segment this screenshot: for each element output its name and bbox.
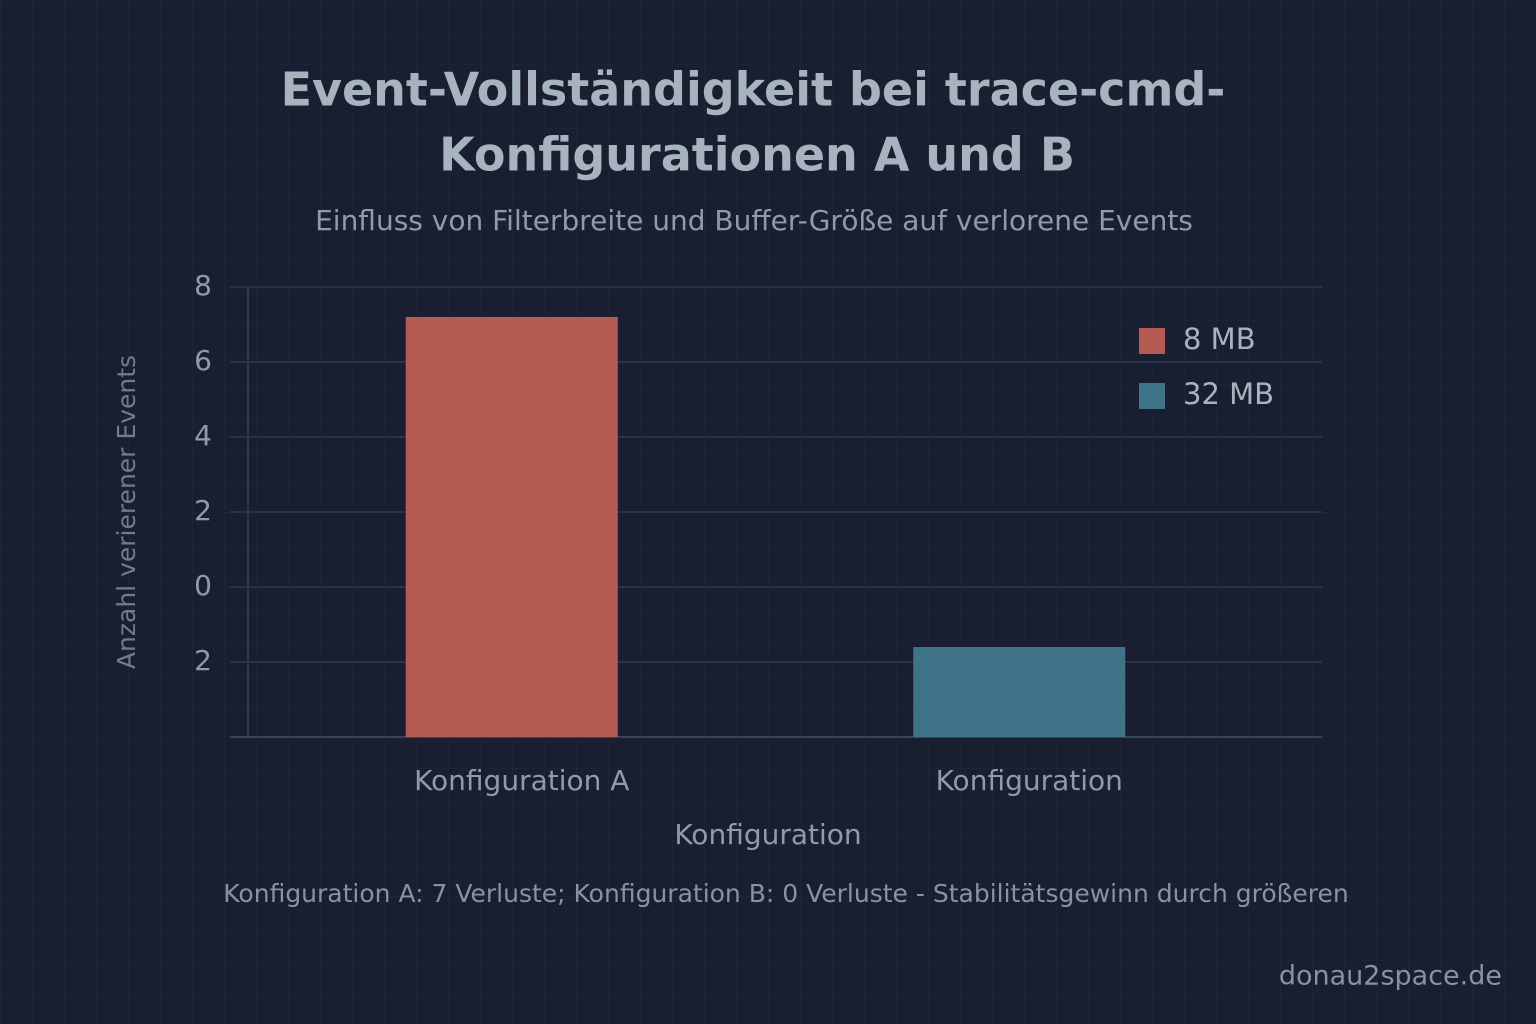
legend-swatch	[1139, 328, 1165, 354]
x-tick-label: Konfiguration	[936, 764, 1123, 797]
x-tick-label: Konfiguration A	[414, 764, 629, 797]
bar	[913, 647, 1126, 737]
chart-title: Konfigurationen A und B	[439, 128, 1075, 182]
y-tick-label: 2	[194, 494, 212, 527]
x-axis-label: Konfiguration	[674, 818, 861, 851]
legend-label: 8 MB	[1183, 322, 1256, 356]
watermark: donau2space.de	[1279, 961, 1502, 992]
bar	[405, 317, 618, 737]
legend-label: 32 MB	[1183, 377, 1274, 411]
y-tick-label: 2	[194, 644, 212, 677]
y-tick-label: 6	[194, 344, 212, 377]
y-tick-label: 0	[194, 569, 212, 602]
legend-swatch	[1139, 383, 1165, 409]
chart-title: Event-Vollständigkeit bei trace-cmd-	[281, 63, 1226, 117]
y-tick-label: 8	[194, 269, 212, 302]
chart-subtitle: Einfluss von Filterbreite und Buffer-Grö…	[315, 204, 1193, 237]
y-tick-label: 4	[194, 419, 212, 452]
annotation: Konfiguration A: 7 Verluste; Konfigurati…	[223, 879, 1348, 908]
y-axis-label: Anzahl verierener Events	[112, 355, 141, 669]
